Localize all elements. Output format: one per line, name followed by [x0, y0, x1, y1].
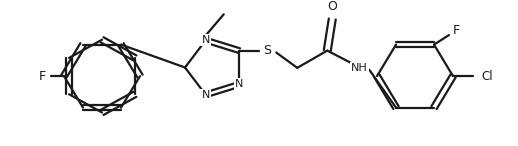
Text: O: O — [327, 0, 337, 13]
Text: N: N — [202, 90, 210, 100]
Text: N: N — [202, 35, 210, 45]
Text: Cl: Cl — [481, 70, 493, 83]
Text: F: F — [452, 24, 459, 37]
Text: NH: NH — [351, 63, 368, 73]
Text: S: S — [263, 44, 271, 57]
Text: F: F — [38, 70, 46, 83]
Text: N: N — [235, 79, 243, 89]
